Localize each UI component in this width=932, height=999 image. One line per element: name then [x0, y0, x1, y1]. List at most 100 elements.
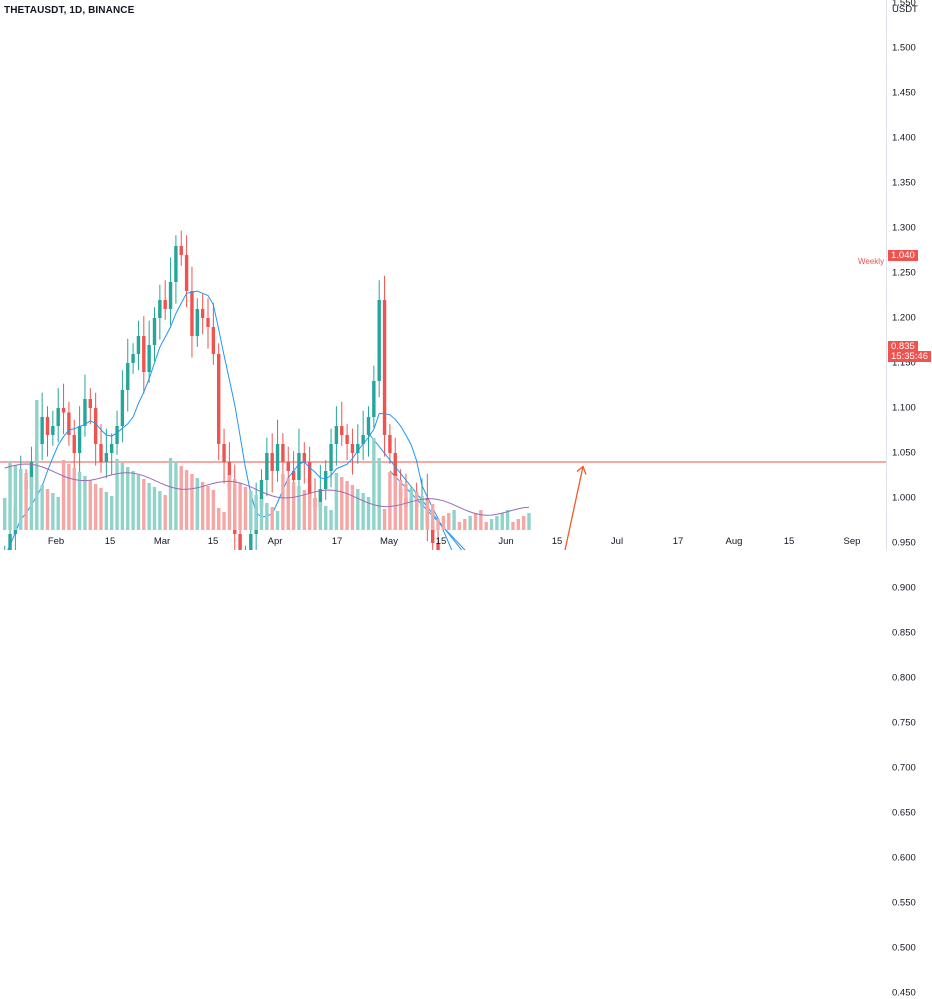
candle-body: [83, 399, 87, 426]
price-tick-label: 1.150: [892, 357, 916, 369]
volume-moving-average: [4, 463, 530, 516]
candle-body: [29, 462, 34, 489]
price-tick-label: 1.100: [892, 402, 916, 414]
volume-bar: [217, 508, 221, 530]
candle-body: [126, 363, 130, 390]
candle-body: [61, 408, 66, 413]
time-tick-label: 15: [104, 536, 116, 547]
volume-bar: [104, 492, 109, 530]
candle-body: [67, 412, 71, 435]
volume-bar: [281, 474, 285, 530]
candle-body: [174, 246, 178, 282]
price-tick-label: 0.900: [892, 582, 916, 594]
volume-bar: [131, 471, 135, 530]
time-tick-label: 17: [331, 536, 343, 547]
candle-body: [200, 309, 205, 318]
candle-body: [302, 453, 306, 462]
candle-body: [270, 453, 274, 471]
volume-bar: [356, 489, 360, 530]
volume-bar: [420, 496, 424, 530]
candle-body: [8, 534, 12, 550]
candle-body: [366, 417, 371, 435]
chart-canvas[interactable]: [0, 0, 932, 550]
descending-trendline-outer: [369, 434, 463, 550]
volume-bar: [152, 487, 157, 530]
volume-bar: [174, 462, 178, 530]
candle-body: [120, 390, 125, 426]
price-tick-label: 0.550: [892, 897, 916, 909]
volume-bar: [329, 510, 333, 530]
candle-body: [286, 462, 290, 471]
candle-body: [259, 480, 264, 507]
volume-bar: [163, 495, 167, 530]
time-tick-label: Mar: [153, 536, 171, 547]
volume-bar: [441, 516, 446, 530]
volume-bar: [13, 465, 18, 530]
candle-body: [99, 444, 103, 462]
price-tick-label: 1.450: [892, 87, 916, 99]
candle-body: [77, 426, 82, 453]
candle-body: [136, 336, 141, 354]
candle-body: [334, 426, 339, 444]
candle-body: [356, 444, 360, 453]
candle-body: [195, 309, 199, 336]
price-tick-label: 1.550: [892, 0, 916, 9]
price-tick-label: 0.950: [892, 537, 916, 549]
volume-bar: [45, 489, 50, 530]
candle-body: [163, 300, 167, 309]
candle-body: [436, 543, 440, 550]
volume-bar: [307, 494, 312, 530]
projected-path: [564, 466, 584, 550]
volume-bar: [120, 463, 125, 530]
volume-bar: [40, 485, 44, 530]
volume-bar: [270, 507, 274, 530]
currency-label: USDT: [892, 4, 918, 15]
volume-bar: [521, 516, 526, 530]
price-tick-label: 0.700: [892, 762, 916, 774]
candle-body: [211, 327, 216, 354]
volume-bar: [19, 469, 23, 530]
candle-body: [307, 462, 312, 498]
volume-bar: [377, 458, 381, 530]
volume-bar: [505, 510, 510, 530]
candle-body: [110, 444, 114, 453]
volume-bar: [382, 509, 387, 530]
volume-bar: [436, 519, 440, 530]
candle-body: [340, 426, 344, 435]
volume-bar: [297, 486, 301, 530]
volume-bar: [29, 477, 34, 530]
candle-body: [318, 489, 323, 507]
candle-body: [388, 435, 392, 453]
volume-bar: [259, 499, 264, 530]
volume-bar: [495, 516, 499, 530]
volume-bar: [238, 483, 242, 530]
price-tick-label: 1.050: [892, 447, 916, 459]
candle-body: [275, 444, 280, 471]
candle-body: [184, 255, 189, 291]
time-tick-label: 15: [783, 536, 795, 547]
volume-bar: [206, 486, 210, 530]
volume-bar: [61, 460, 66, 530]
volume-bar: [88, 480, 92, 530]
volume-bar: [345, 481, 349, 530]
volume-bar: [275, 511, 280, 530]
chart-title: THETAUSDT, 1D, BINANCE: [4, 5, 135, 16]
volume-bar: [388, 472, 392, 530]
price-tick-label: 0.800: [892, 672, 916, 684]
volume-bar: [431, 504, 435, 530]
time-tick-label: 17: [672, 536, 684, 547]
volume-bar: [404, 484, 408, 530]
volume-bar: [463, 519, 467, 530]
last-price-tag: 0.835: [888, 341, 918, 352]
price-tick-label: 0.750: [892, 717, 916, 729]
volume-bar: [473, 513, 478, 530]
volume-bar: [249, 491, 253, 530]
volume-bar: [265, 503, 269, 530]
volume-bar: [372, 438, 376, 530]
price-tick-label: 0.650: [892, 807, 916, 819]
volume-bar: [313, 498, 317, 530]
volume-bar: [452, 510, 456, 530]
time-tick-label: May: [380, 536, 398, 547]
volume-bar: [56, 497, 60, 530]
candle-body: [217, 354, 221, 444]
